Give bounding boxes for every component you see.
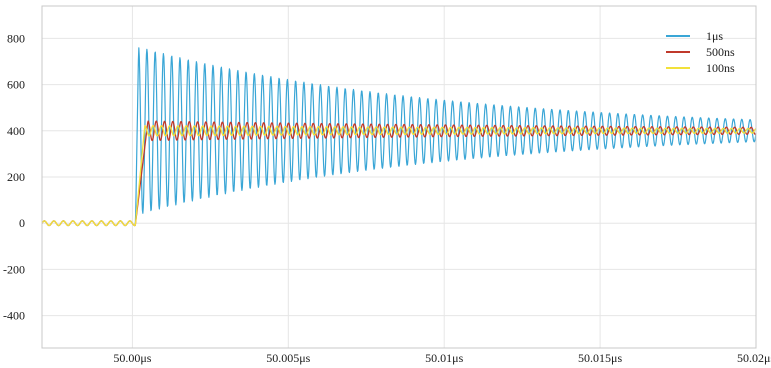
series-line-2 (41, 120, 757, 227)
x-tick-label: 50.02μs (737, 351, 771, 365)
y-tick-label: -400 (3, 309, 25, 323)
x-tick-label: 50.015μs (578, 351, 622, 365)
y-tick-label: 400 (7, 124, 25, 138)
x-axis: 50.00μs 50.005μs 50.01μs 50.015μs 50.02μs (113, 351, 771, 365)
y-tick-label: 0 (19, 216, 25, 230)
series-line-1 (41, 47, 757, 227)
series-group (41, 47, 757, 227)
legend-label: 100ns (706, 61, 735, 75)
legend-label: 500ns (706, 45, 735, 59)
x-tick-label: 50.00μs (113, 351, 151, 365)
y-axis: 800 600 400 200 0 -200 -400 (3, 31, 25, 322)
legend: 1μs 500ns 100ns (666, 29, 735, 75)
legend-label: 1μs (706, 29, 723, 43)
y-tick-label: 200 (7, 170, 25, 184)
plot-frame (41, 5, 757, 349)
y-tick-label: 600 (7, 78, 25, 92)
y-tick-label: -200 (3, 262, 25, 276)
x-tick-label: 50.01μs (425, 351, 463, 365)
y-tick-label: 800 (7, 31, 25, 45)
series-line-3 (41, 124, 757, 227)
x-tick-label: 50.005μs (266, 351, 310, 365)
